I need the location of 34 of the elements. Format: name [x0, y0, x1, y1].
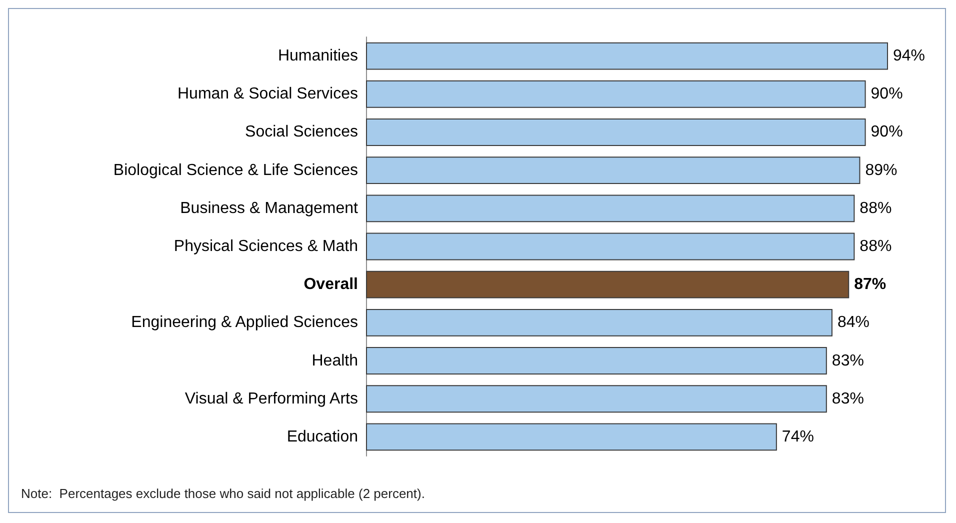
y-tick-label: Biological Science & Life Sciences — [113, 162, 358, 179]
bar — [366, 347, 827, 374]
data-label: 88% — [860, 200, 892, 217]
y-tick-label: Overall — [304, 276, 358, 294]
y-tick-label: Social Sciences — [245, 124, 358, 141]
data-label: 87% — [854, 276, 886, 294]
bar — [366, 118, 866, 146]
bar — [366, 270, 850, 298]
bar — [366, 80, 866, 108]
y-tick-label: Humanities — [278, 48, 358, 65]
bar — [366, 308, 832, 336]
y-tick-label: Health — [312, 352, 358, 370]
bar — [366, 156, 860, 184]
y-tick-label: Human & Social Services — [177, 86, 358, 103]
data-label: 83% — [832, 390, 864, 408]
bar — [366, 194, 855, 222]
text: Note: Percentages exclude those who said not applicable (2 percent). — [21, 486, 425, 501]
bar — [366, 42, 888, 70]
data-label: 89% — [865, 162, 898, 179]
data-label: 94% — [893, 48, 926, 65]
data-label: 90% — [870, 86, 903, 103]
data-label: 83% — [832, 352, 864, 370]
y-tick-label: Education — [286, 428, 358, 446]
bar — [366, 423, 777, 451]
bar — [366, 385, 827, 413]
data-label: 74% — [782, 428, 814, 446]
data-label: 84% — [837, 314, 870, 332]
y-tick-label: Physical Sciences & Math — [174, 238, 358, 255]
data-label: 88% — [860, 238, 892, 255]
y-tick-label: Business & Management — [180, 200, 359, 217]
y-tick-label: Engineering & Applied Sciences — [131, 314, 358, 332]
bar — [366, 232, 855, 260]
y-tick-label: Visual & Performing Arts — [184, 390, 358, 408]
data-label: 90% — [870, 124, 903, 141]
